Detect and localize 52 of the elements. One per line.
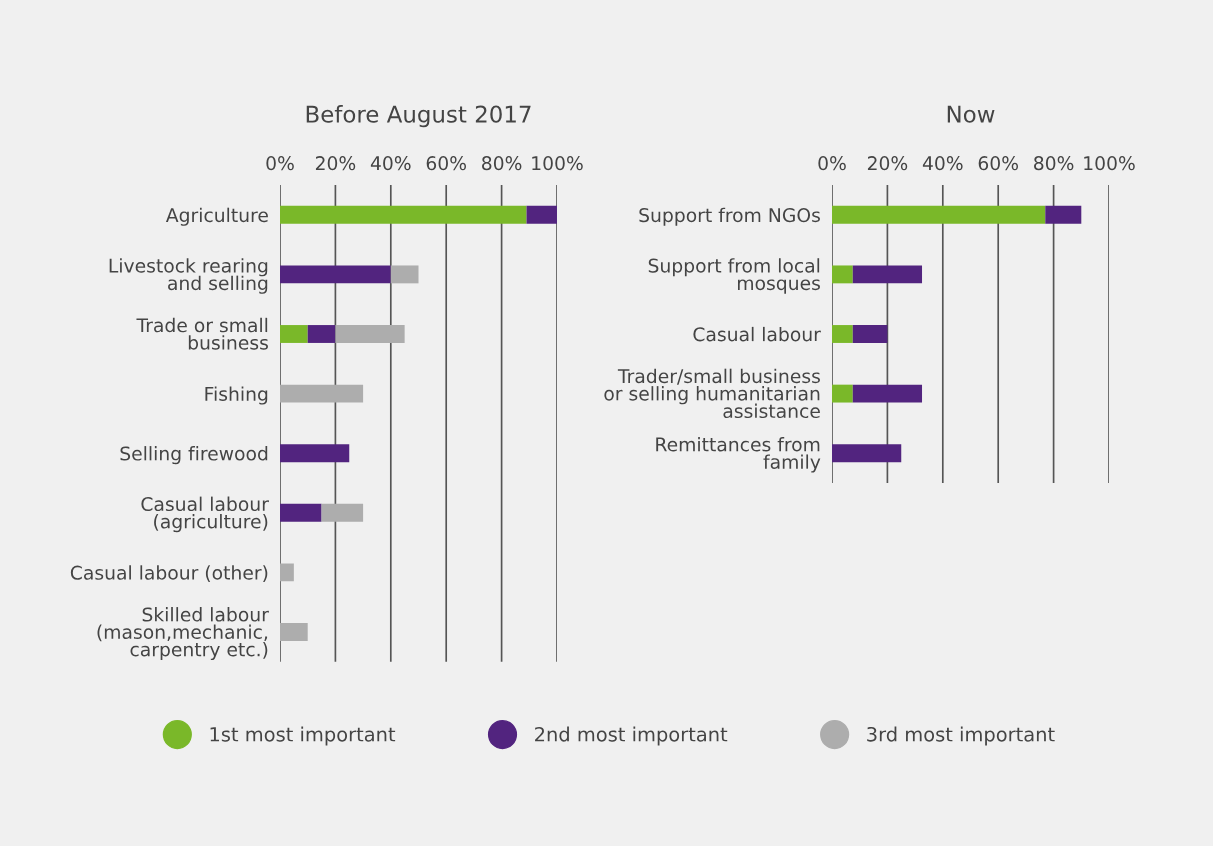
x-tick-label: 80% bbox=[1034, 156, 1074, 171]
chart-title: Before August 2017 bbox=[306, 105, 531, 128]
y-tick-label: Livestock rearing and selling bbox=[109, 258, 268, 294]
bar bbox=[280, 325, 308, 343]
y-tick-label: Skilled labour (mason,mechanic, carpentry etc.) bbox=[97, 607, 269, 661]
y-tick-label: Support from NGOs bbox=[639, 207, 820, 226]
legend-label: 1st most important bbox=[210, 726, 396, 746]
bar bbox=[832, 325, 853, 343]
x-tick-label: 0% bbox=[266, 156, 294, 171]
bar bbox=[832, 384, 853, 403]
bar bbox=[280, 623, 308, 641]
y-tick-label: Remittances from family bbox=[656, 437, 821, 473]
bar bbox=[832, 265, 853, 284]
x-tick-label: 0% bbox=[818, 156, 846, 171]
bar bbox=[321, 503, 364, 522]
bar bbox=[852, 265, 923, 284]
bar bbox=[832, 205, 1046, 224]
bar bbox=[1045, 205, 1082, 224]
y-tick-label: Selling firewood bbox=[120, 446, 268, 465]
legend-label: 3rd most important bbox=[867, 726, 1055, 746]
bar bbox=[390, 265, 419, 284]
x-tick-label: 40% bbox=[370, 156, 411, 171]
bar bbox=[280, 563, 294, 582]
x-tick-label: 20% bbox=[315, 156, 356, 171]
x-tick-label: 100% bbox=[532, 156, 583, 171]
bar bbox=[526, 205, 557, 224]
x-tick-label: 100% bbox=[1084, 156, 1135, 171]
x-tick-label: 80% bbox=[482, 156, 522, 171]
y-tick-label: Casual labour (agriculture) bbox=[141, 496, 269, 533]
y-tick-label: Trader/small business or selling humanitarian assistance bbox=[604, 368, 820, 419]
bar bbox=[280, 205, 527, 224]
x-tick-label: 60% bbox=[978, 156, 1018, 171]
x-tick-label: 60% bbox=[426, 156, 466, 171]
y-tick-label: Casual labour (other) bbox=[70, 565, 268, 582]
bar bbox=[832, 444, 902, 463]
y-tick-label: Casual labour bbox=[693, 326, 821, 342]
legend-label: 2nd most important bbox=[535, 726, 728, 746]
y-tick-label: Agriculture bbox=[165, 207, 268, 226]
bar bbox=[852, 325, 888, 343]
bar bbox=[280, 503, 322, 522]
bar bbox=[280, 384, 364, 403]
bar bbox=[852, 384, 923, 403]
x-tick-label: 40% bbox=[922, 156, 963, 171]
bar bbox=[335, 325, 405, 343]
chart-title: Now bbox=[947, 105, 995, 123]
y-tick-label: Trade or small business bbox=[136, 317, 268, 350]
x-tick-label: 20% bbox=[867, 156, 908, 171]
y-tick-label: Fishing bbox=[205, 386, 268, 405]
bar bbox=[280, 444, 350, 463]
bar bbox=[307, 325, 336, 343]
y-tick-label: Support from local mosques bbox=[648, 258, 820, 294]
bar bbox=[280, 265, 391, 284]
